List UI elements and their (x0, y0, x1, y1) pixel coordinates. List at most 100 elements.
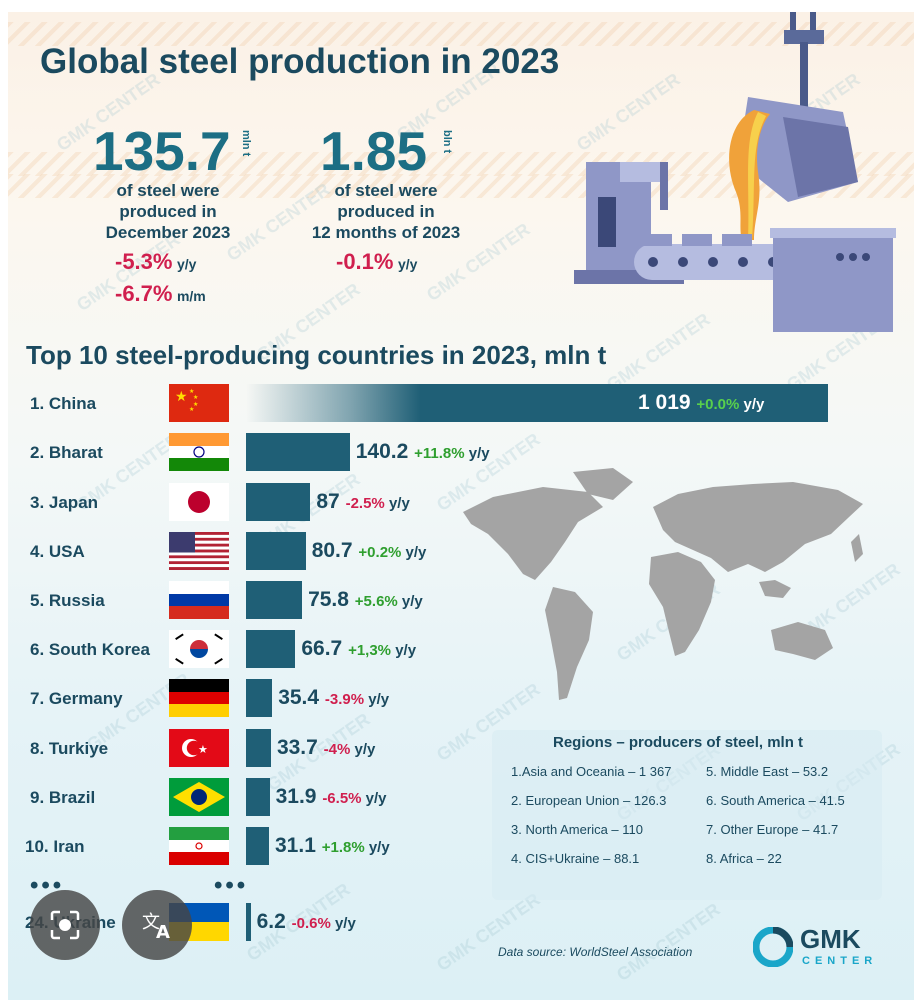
region-item: 5. Middle East – 53.2 (706, 764, 829, 779)
change-suffix: y/y (368, 839, 390, 856)
desc-line: produced in (337, 202, 435, 221)
translate-button[interactable]: 文 A (122, 890, 192, 960)
country-label: 2. Bharat (30, 443, 103, 462)
change-suffix: m/m (176, 288, 206, 304)
regions-title: Regions – producers of steel, mln t (553, 734, 804, 751)
change-suffix: y/y (368, 691, 390, 708)
value-label: 140.2 +11.8% y/y (356, 433, 490, 473)
bar (246, 630, 296, 668)
svg-text:★: ★ (189, 388, 194, 395)
data-source: Data source: WorldSteel Association (498, 945, 693, 959)
value-label: 75.8 +5.6% y/y (308, 581, 423, 621)
monthly-production-value: 135.7 (93, 120, 231, 182)
bar (246, 433, 350, 471)
translate-icon: 文 A (142, 912, 170, 942)
value-label: 31.9 -6.5% y/y (276, 778, 387, 818)
flag-br (169, 778, 229, 816)
ellipsis: ••• (214, 872, 249, 899)
annual-production-unit: bln t (441, 130, 453, 154)
flag-us (169, 532, 229, 570)
svg-text:文: 文 (142, 912, 160, 933)
change-label: -6.5% (322, 790, 366, 807)
region-item: 1.Asia and Oceania – 1 367 (511, 764, 672, 779)
svg-text:★: ★ (175, 388, 188, 404)
value-number: 35.4 (278, 686, 325, 709)
annual-production-desc: of steel were produced in 12 months of 2… (276, 180, 496, 243)
bar (246, 532, 306, 570)
value-label: 6.2 -0.6% y/y (257, 903, 356, 943)
svg-text:★: ★ (193, 401, 198, 408)
monthly-yoy-change: -5.3% y/y (115, 249, 196, 275)
world-map (463, 468, 863, 700)
annual-production-value: 1.85 (320, 120, 428, 182)
page-title: Global steel production in 2023 (40, 42, 560, 81)
bar (246, 827, 269, 865)
svg-text:★: ★ (193, 394, 198, 401)
value-number: 1 019 (638, 391, 697, 414)
bar (246, 778, 270, 816)
bar (246, 903, 251, 941)
lens-icon (50, 910, 80, 940)
lens-search-button[interactable] (30, 890, 100, 960)
monthly-mom-change: -6.7% m/m (115, 281, 206, 307)
value-label: 87 -2.5% y/y (316, 483, 409, 523)
country-label: 1. China (30, 394, 97, 413)
monthly-production-desc: of steel were produced in December 2023 (58, 180, 278, 243)
change-label: +5.6% (354, 593, 402, 610)
change-label: -3.9% (324, 691, 369, 708)
brand-name: GMK (800, 924, 861, 954)
regions-box (492, 730, 882, 900)
change-label: +1,3% (348, 642, 396, 659)
region-item: 7. Other Europe – 41.7 (706, 822, 839, 837)
svg-text:★: ★ (198, 744, 208, 756)
watermark: GMK CENTER (612, 899, 724, 985)
chart-title: Top 10 steel-producing countries in 2023… (26, 340, 607, 370)
country-label: 8. Turkiye (30, 739, 109, 758)
change-suffix: y/y (395, 642, 417, 659)
svg-text:★: ★ (189, 406, 194, 413)
value-number: 66.7 (301, 637, 349, 660)
change-label: +11.8% (414, 445, 469, 462)
change-label: +0.2% (358, 544, 406, 561)
value-label: 35.4 -3.9% y/y (278, 679, 389, 719)
desc-line: produced in (119, 202, 217, 221)
watermark: GMK CENTER (432, 889, 544, 975)
bar (246, 679, 273, 717)
value-number: 140.2 (355, 440, 415, 463)
country-label: 9. Brazil (30, 788, 96, 807)
change-suffix: y/y (388, 495, 410, 512)
value-label: 31.1 +1.8% y/y (275, 827, 390, 867)
country-label: 5. Russia (30, 591, 105, 610)
bar (246, 729, 271, 767)
change-suffix: y/y (743, 396, 765, 413)
flag-jp (169, 483, 229, 521)
steel-mill-illustration (574, 12, 896, 332)
monthly-production-unit: mln t (240, 130, 252, 157)
bar (246, 483, 311, 521)
change-label: -2.5% (345, 495, 389, 512)
bar (246, 384, 828, 422)
desc-line: December 2023 (105, 223, 231, 242)
gmk-logo-icon (753, 927, 793, 967)
value-number: 75.8 (308, 588, 355, 611)
change-suffix: y/y (405, 544, 427, 561)
country-label: 4. USA (30, 542, 85, 561)
change-suffix: y/y (401, 593, 423, 610)
annual-yoy-change: -0.1% y/y (336, 249, 417, 275)
flag-kr (169, 630, 229, 668)
change-suffix: y/y (334, 915, 356, 932)
flag-de (169, 679, 229, 717)
decor-stripe (8, 22, 914, 46)
flag-ir (169, 827, 229, 865)
value-number: 87 (316, 490, 346, 513)
value-label: 1 019 +0.0% y/y (638, 384, 764, 424)
change-value: -0.1% (336, 249, 394, 274)
change-suffix: y/y (397, 256, 418, 272)
flag-in (169, 433, 229, 471)
country-label: 6. South Korea (30, 640, 150, 659)
region-item: 3. North America – 110 (511, 822, 643, 837)
value-number: 31.9 (275, 785, 323, 808)
country-label: 7. Germany (30, 689, 123, 708)
value-number: 31.1 (275, 834, 322, 857)
value-label: 80.7 +0.2% y/y (312, 532, 427, 572)
